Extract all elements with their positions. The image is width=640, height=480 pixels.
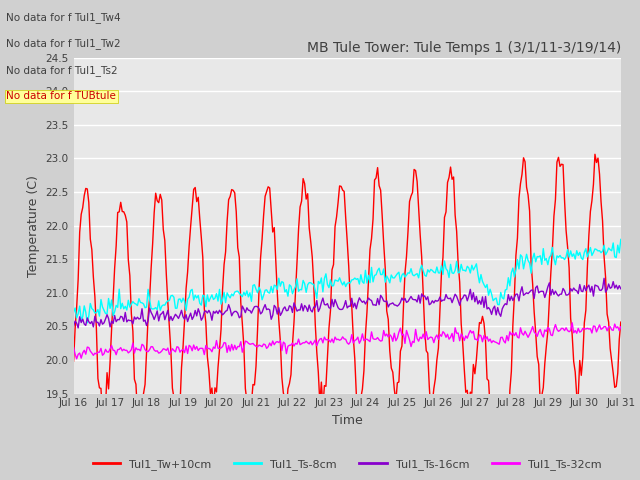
Text: No data for f Tul1_Tw2: No data for f Tul1_Tw2 bbox=[6, 38, 121, 49]
Legend: Tul1_Tw+10cm, Tul1_Ts-8cm, Tul1_Ts-16cm, Tul1_Ts-32cm: Tul1_Tw+10cm, Tul1_Ts-8cm, Tul1_Ts-16cm,… bbox=[88, 455, 606, 475]
Text: No data for f TUBtule: No data for f TUBtule bbox=[6, 91, 116, 101]
Text: No data for f Tul1_Ts2: No data for f Tul1_Ts2 bbox=[6, 65, 118, 76]
Text: No data for f Tul1_Tw4: No data for f Tul1_Tw4 bbox=[6, 12, 121, 23]
X-axis label: Time: Time bbox=[332, 414, 363, 427]
Text: MB Tule Tower: Tule Temps 1 (3/1/11-3/19/14): MB Tule Tower: Tule Temps 1 (3/1/11-3/19… bbox=[307, 41, 621, 55]
Y-axis label: Temperature (C): Temperature (C) bbox=[27, 175, 40, 276]
